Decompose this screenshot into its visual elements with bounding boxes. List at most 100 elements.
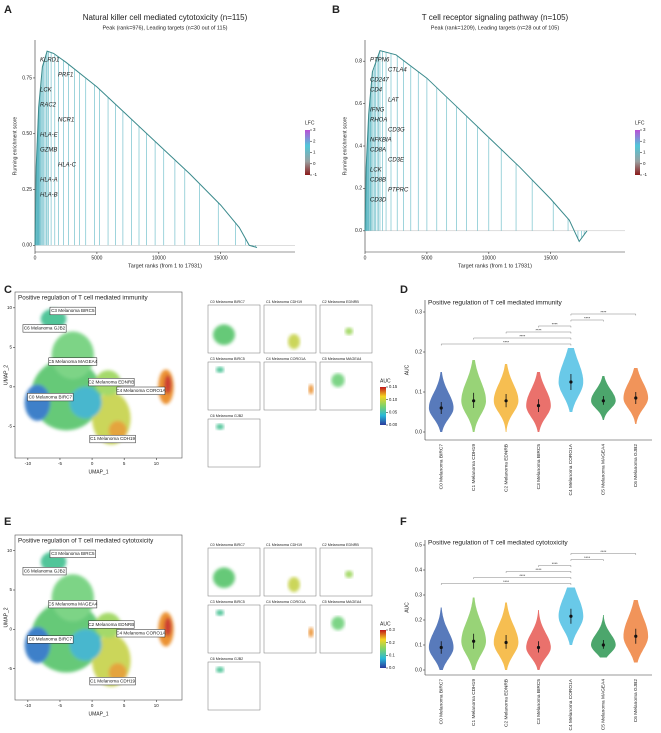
colorbar-tick-label: 0.15: [389, 384, 398, 389]
facet-frame: [319, 604, 373, 654]
y-tick-label: -5: [8, 424, 12, 429]
gene-label: IFNG: [370, 108, 385, 114]
panel-label: E: [4, 516, 11, 528]
chart-subtitle: Peak (rank=976), Leading targets (n=30 o…: [103, 25, 228, 31]
cluster-label-box: [22, 567, 67, 576]
colorbar-tick-label: 0.05: [389, 409, 398, 414]
cluster-label-box: [88, 620, 135, 629]
facet-frame: [207, 361, 261, 411]
x-tick-label: 15000: [214, 255, 228, 261]
x-tick-label: C0 Melanoma BIRC7: [438, 444, 444, 490]
cell-cluster: [69, 629, 102, 661]
gene-label: HLA-E: [40, 133, 59, 139]
cluster-label: C2 Melanoma EDNRB: [88, 622, 134, 627]
cluster-label: C0 Melanoma BIRC7: [29, 637, 73, 642]
facet-title: C2 Melanoma EDNRB: [322, 543, 359, 547]
x-tick-label: C2 Melanoma EDNRB: [503, 679, 509, 727]
median-dot: [536, 404, 541, 408]
gene-label: CD3E: [388, 158, 405, 164]
x-tick-label: 0: [34, 255, 37, 261]
y-axis-title: AUC: [404, 602, 410, 613]
gene-label: CD3G: [388, 128, 405, 134]
chart-title: Positive regulation of T cell mediated c…: [18, 538, 154, 545]
colorbar-title: AUC: [380, 378, 391, 384]
y-tick-label: 0.4: [415, 567, 422, 573]
significance-label: ****: [584, 556, 590, 560]
legend-tick-label: 3: [643, 127, 646, 132]
significance-bracket: [570, 319, 604, 322]
y-tick-label: 0.50: [22, 131, 32, 137]
colorbar-tick-label: 0.2: [389, 640, 395, 645]
legend-colorbar: [305, 130, 310, 175]
cluster-label-box: [116, 629, 166, 638]
x-tick-label: C0 Melanoma BIRC7: [438, 679, 444, 725]
x-axis-title: UMAP_1: [88, 711, 108, 717]
facet-frame: [263, 361, 317, 411]
colorbar: [380, 387, 386, 425]
median-dot: [504, 640, 508, 645]
median-dot: [504, 399, 508, 403]
panel-label: B: [332, 4, 340, 16]
cell-cluster: [164, 375, 172, 394]
facet-cells: [288, 577, 300, 593]
colorbar-tick-label: 0.10: [389, 397, 398, 402]
significance-label: ****: [536, 328, 542, 332]
x-tick-label: 0: [91, 461, 94, 466]
cluster-label-box: [89, 677, 136, 686]
gene-label: NFKBIA: [370, 138, 392, 144]
x-axis-title: Target ranks (from 1 to 17931): [458, 263, 532, 269]
facet-cells: [213, 567, 235, 588]
cell-cluster: [51, 574, 95, 622]
facet-cells: [216, 366, 224, 373]
gene-label: CD8B: [370, 178, 386, 184]
gene-label: HLA-C: [58, 163, 77, 169]
x-tick-label: C3 Melanoma BIRC5: [536, 679, 542, 725]
legend-tick-label: 1: [313, 150, 316, 155]
gene-label: HLA-A: [40, 178, 58, 184]
x-tick-label: -5: [58, 703, 62, 708]
facet-cells: [216, 609, 224, 616]
y-axis-title: UMAP_2: [3, 365, 9, 385]
x-tick-label: -10: [25, 703, 32, 708]
legend-tick-label: 2: [643, 138, 646, 143]
x-tick-label: C2 Melanoma EDNRB: [503, 444, 509, 492]
facet-title: C0 Melanoma BIRC7: [210, 300, 245, 304]
y-tick-label: 0.2: [415, 349, 422, 355]
cell-cluster: [24, 384, 51, 421]
facet-cells: [331, 373, 345, 388]
median-dot: [536, 645, 541, 650]
cell-cluster: [69, 386, 102, 419]
legend-title: LFC: [635, 120, 645, 126]
gene-label: RHOA: [370, 118, 387, 124]
legend-tick-label: 2: [313, 138, 316, 143]
significance-bracket: [570, 553, 636, 555]
y-tick-label: 0.0: [355, 228, 362, 234]
cluster-label: C6 Melanoma GJB2: [24, 326, 66, 331]
gene-label: GZMB: [40, 148, 57, 154]
x-tick-label: 10: [154, 703, 160, 708]
violin: [428, 607, 454, 670]
legend-tick-label: 3: [313, 127, 316, 132]
y-tick-label: 0.8: [355, 59, 362, 65]
significance-bracket: [473, 577, 572, 579]
facet-cells: [308, 384, 314, 395]
cluster-label-box: [48, 600, 98, 609]
gene-label: CD3D: [370, 198, 387, 204]
running-score: [364, 50, 588, 243]
cluster-label: C3 Melanoma BIRC5: [51, 551, 95, 556]
colorbar-tick-label: 0.0: [389, 665, 395, 670]
y-tick-label: 0.75: [22, 75, 32, 81]
y-tick-label: 0.3: [415, 592, 422, 598]
y-tick-label: 0: [9, 384, 12, 389]
cluster-label: C4 Melanoma CORO1A: [116, 630, 166, 635]
significance-bracket: [473, 337, 572, 340]
significance-label: ****: [552, 562, 558, 566]
x-tick-label: C4 Melanoma CORO1A: [568, 678, 574, 730]
facet-cells: [288, 334, 300, 350]
gene-label: LCK: [370, 168, 383, 174]
legend-tick-label: -1: [313, 172, 317, 177]
facet-title: C5 Melanoma MAGEA4: [322, 600, 361, 604]
colorbar-tick-label: 0.3: [389, 627, 395, 632]
significance-label: ****: [536, 568, 542, 572]
x-tick-label: C6 Melanoma GJB2: [633, 444, 639, 488]
